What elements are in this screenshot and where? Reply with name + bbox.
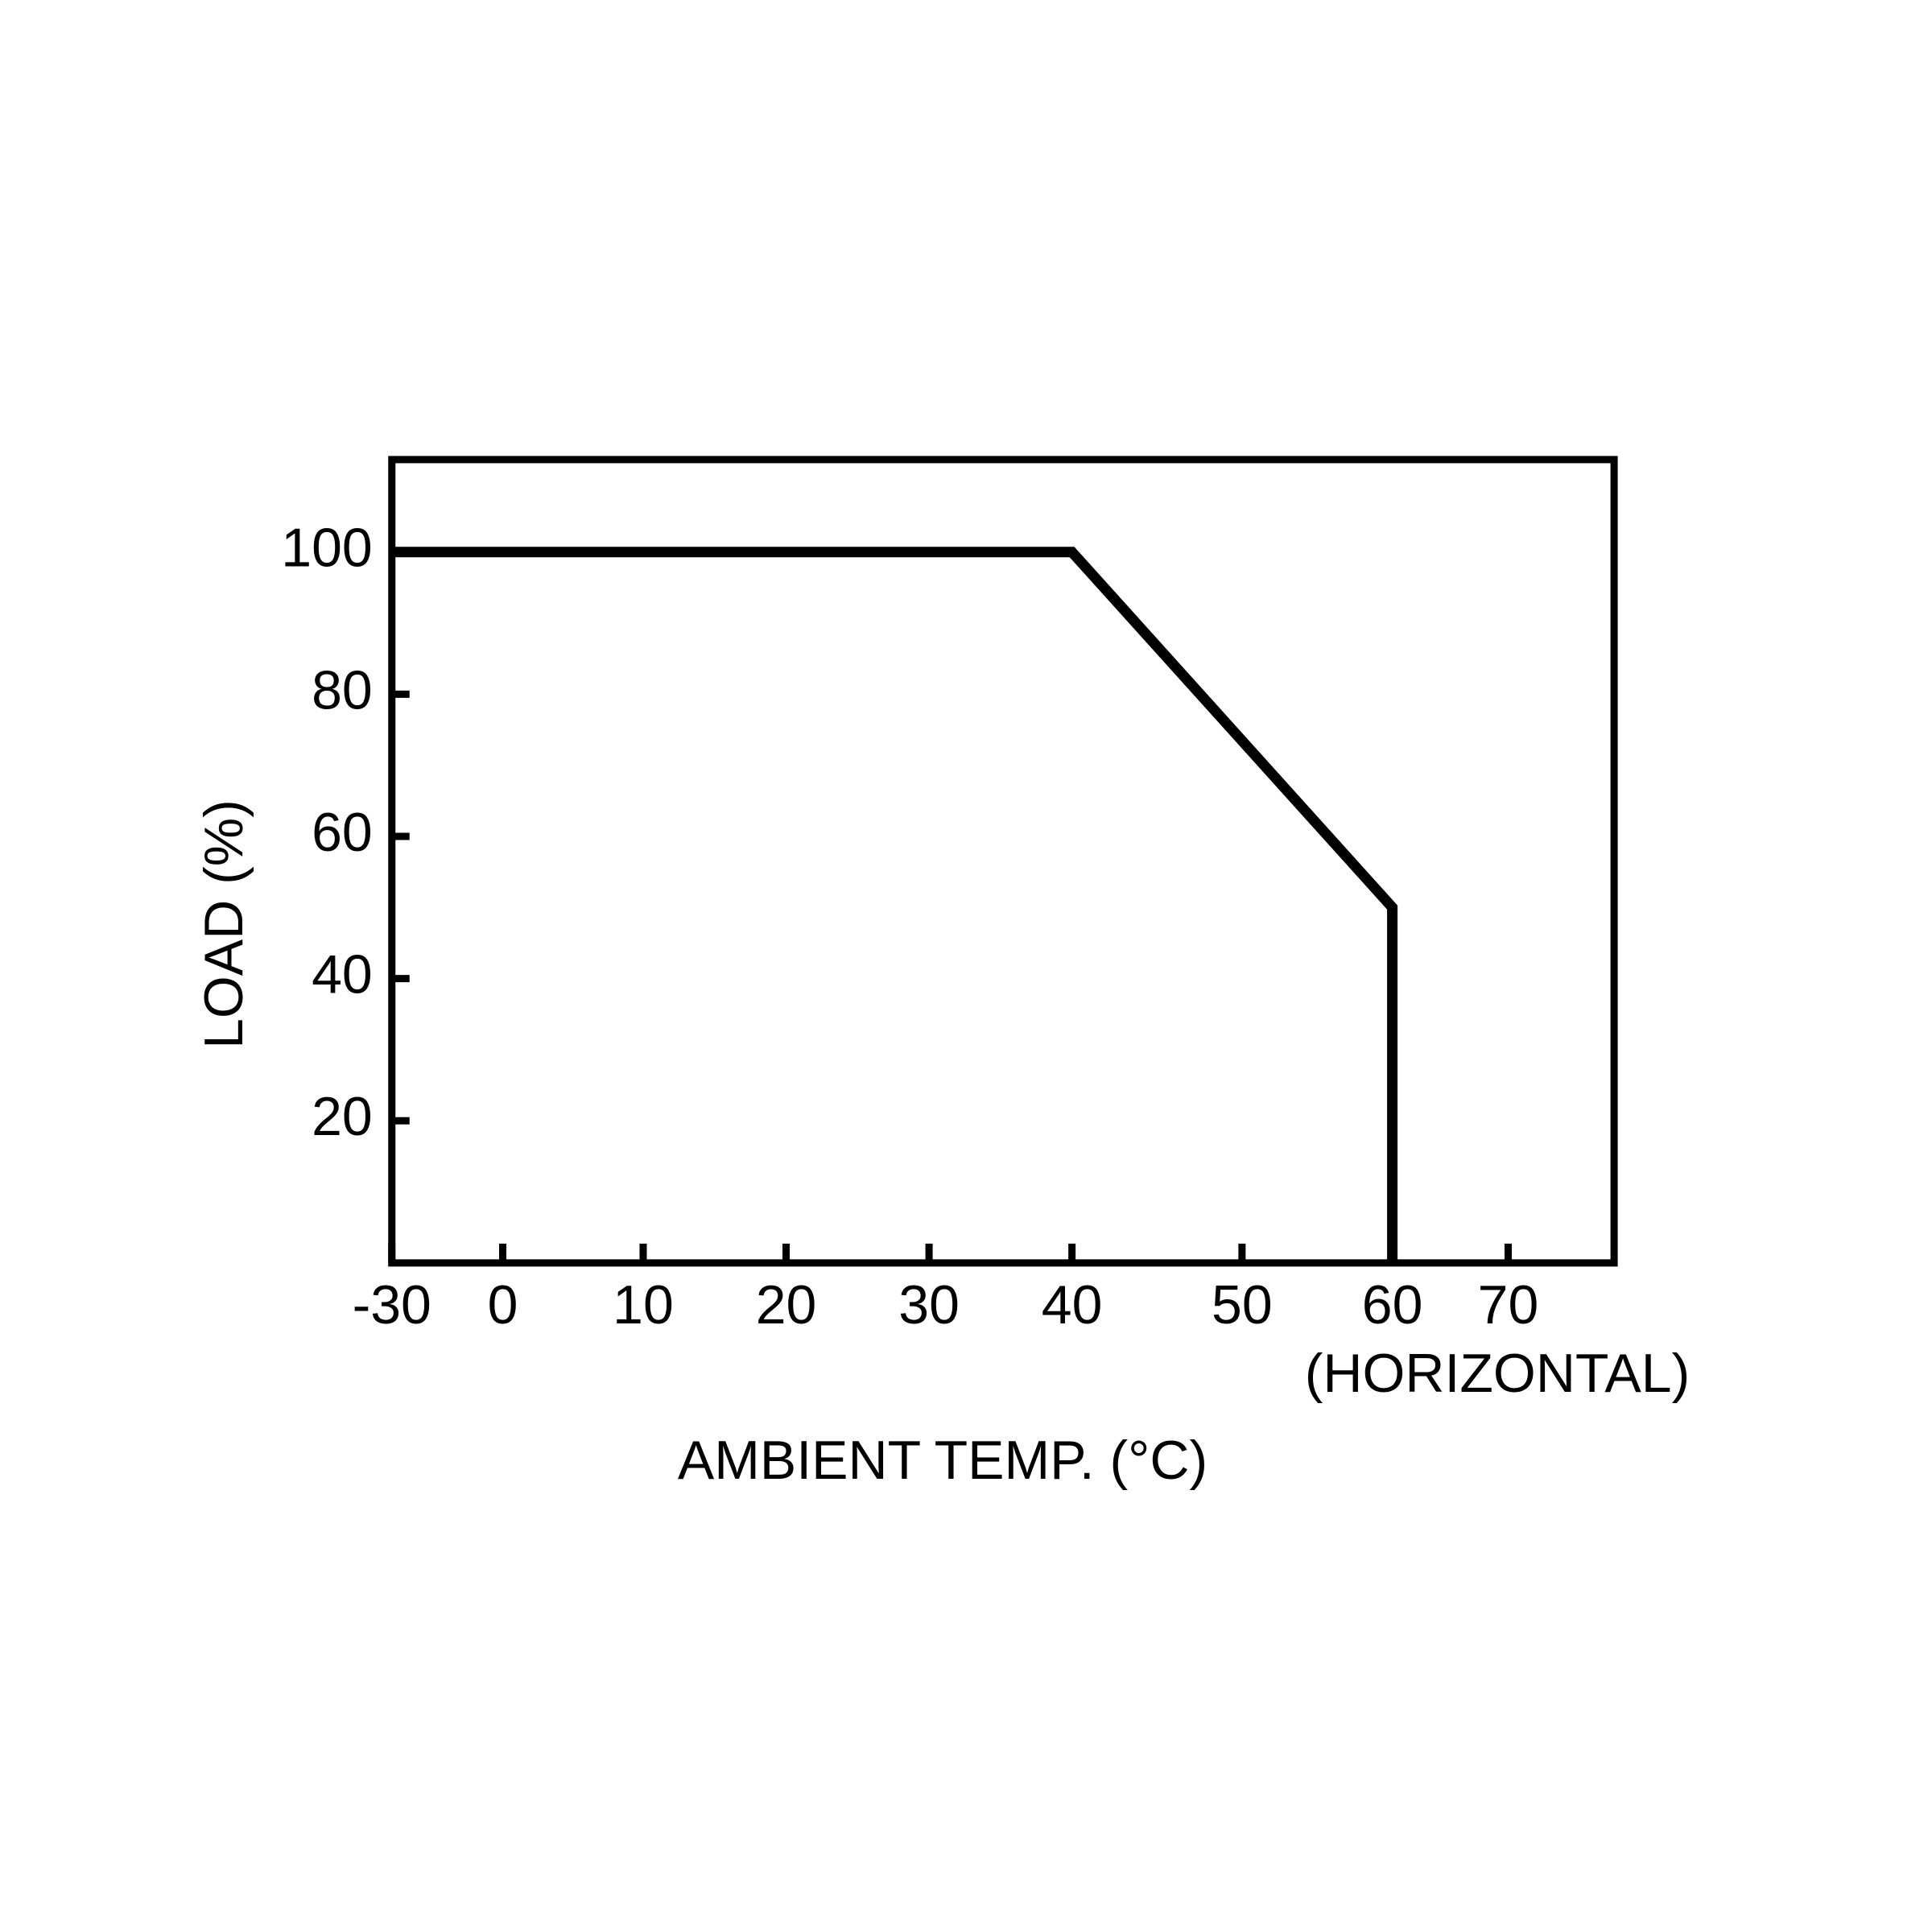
y-tick-label: 40 — [312, 944, 373, 1005]
x-tick-label: 60 — [1362, 1274, 1423, 1335]
x-tick-label: 20 — [756, 1274, 817, 1335]
y-tick-label: 80 — [312, 659, 373, 720]
x-tick-label: 30 — [898, 1274, 960, 1335]
x-axis-label: AMBIENT TEMP. (°C) — [678, 1430, 1208, 1491]
x-tick-label: 70 — [1478, 1274, 1539, 1335]
x-tick-label: 40 — [1042, 1274, 1103, 1335]
y-tick-label: 60 — [312, 802, 373, 863]
x-tick-label: 0 — [488, 1274, 518, 1335]
plot-frame — [388, 456, 1618, 1267]
y-tick-label: 20 — [312, 1086, 373, 1147]
x-tick-label: 10 — [613, 1274, 674, 1335]
y-tick-label: 100 — [281, 518, 372, 579]
x-tick-label: -30 — [353, 1274, 431, 1335]
annotation: (HORIZONTAL) — [1305, 1343, 1690, 1404]
x-tick-label: 50 — [1212, 1274, 1273, 1335]
y-axis-label: LOAD (%) — [193, 799, 254, 1049]
derating-line — [391, 547, 1398, 1263]
